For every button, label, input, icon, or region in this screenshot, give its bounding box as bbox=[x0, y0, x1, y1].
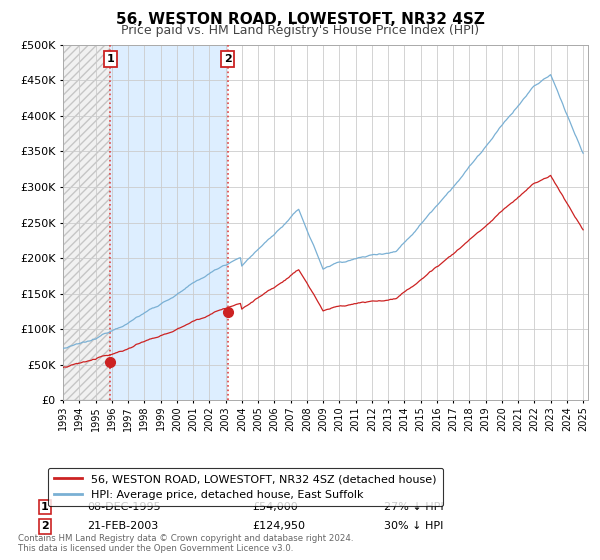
Text: 2: 2 bbox=[224, 54, 232, 64]
Bar bbox=[63, 45, 110, 400]
Text: £124,950: £124,950 bbox=[252, 521, 305, 531]
Text: 30% ↓ HPI: 30% ↓ HPI bbox=[384, 521, 443, 531]
Text: 2: 2 bbox=[41, 521, 49, 531]
Text: 1: 1 bbox=[41, 502, 49, 512]
Text: 08-DEC-1995: 08-DEC-1995 bbox=[87, 502, 161, 512]
Text: Price paid vs. HM Land Registry's House Price Index (HPI): Price paid vs. HM Land Registry's House … bbox=[121, 24, 479, 37]
Text: 56, WESTON ROAD, LOWESTOFT, NR32 4SZ: 56, WESTON ROAD, LOWESTOFT, NR32 4SZ bbox=[116, 12, 484, 27]
Text: £54,000: £54,000 bbox=[252, 502, 298, 512]
Text: Contains HM Land Registry data © Crown copyright and database right 2024.
This d: Contains HM Land Registry data © Crown c… bbox=[18, 534, 353, 553]
Bar bbox=[63, 45, 110, 400]
Text: 1: 1 bbox=[107, 54, 115, 64]
Bar bbox=[110, 45, 227, 400]
Text: 27% ↓ HPI: 27% ↓ HPI bbox=[384, 502, 443, 512]
Legend: 56, WESTON ROAD, LOWESTOFT, NR32 4SZ (detached house), HPI: Average price, detac: 56, WESTON ROAD, LOWESTOFT, NR32 4SZ (de… bbox=[47, 468, 443, 506]
Text: 21-FEB-2003: 21-FEB-2003 bbox=[87, 521, 158, 531]
